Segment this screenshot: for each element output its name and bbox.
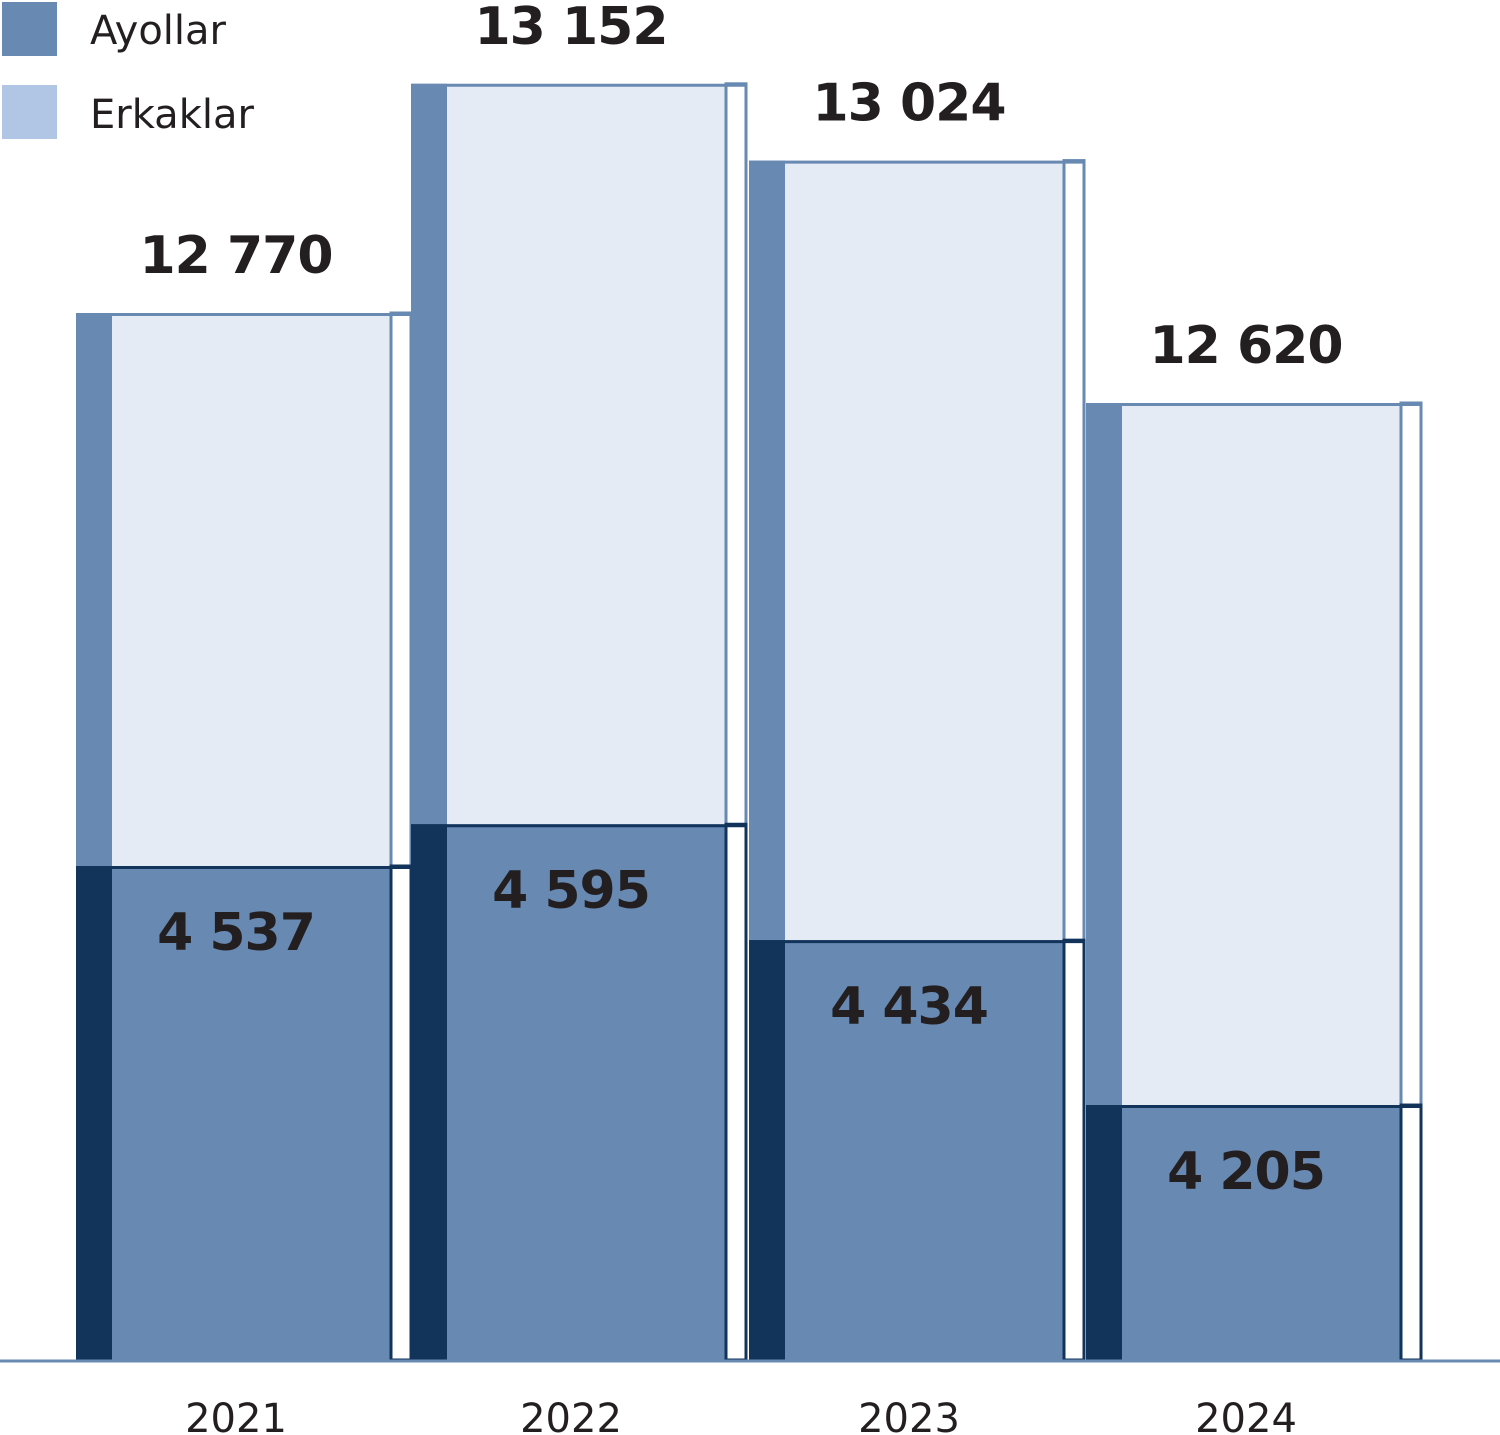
bar-women-fill — [411, 824, 727, 1360]
bar-women-stripe — [76, 866, 112, 1360]
total-data-label: 12 770 — [139, 226, 332, 286]
x-tick-label: 2022 — [520, 1396, 622, 1435]
legend-label-ayollar: Ayollar — [90, 8, 227, 54]
bar-women-edge — [1062, 938, 1086, 1362]
bar-women-stripe — [749, 940, 785, 1360]
women-data-label: 4 537 — [157, 903, 315, 963]
legend-label-erkaklar: Erkaklar — [90, 92, 254, 138]
bar-women-fill — [1086, 1105, 1402, 1360]
bar-women-stripe — [411, 824, 447, 1360]
bar-women-edge — [1399, 1103, 1423, 1362]
total-data-label: 13 152 — [474, 0, 667, 57]
women-data-label: 4 434 — [830, 977, 988, 1037]
bar-women-fill — [76, 866, 392, 1360]
legend-swatch-erkaklar — [2, 85, 57, 139]
bar-women-edge — [724, 822, 748, 1362]
total-data-label: 13 024 — [812, 74, 1005, 134]
total-data-label: 12 620 — [1149, 316, 1342, 376]
bar-women-stripe — [1086, 1105, 1122, 1360]
women-data-label: 4 595 — [492, 861, 650, 921]
x-tick-label: 2021 — [185, 1396, 287, 1435]
x-tick-label: 2024 — [1195, 1396, 1297, 1435]
women-data-label: 4 205 — [1167, 1142, 1325, 1202]
x-tick-label: 2023 — [858, 1396, 960, 1435]
legend-swatch-ayollar — [2, 2, 57, 56]
bar-women-fill — [749, 940, 1065, 1360]
bar-women-edge — [389, 864, 413, 1362]
